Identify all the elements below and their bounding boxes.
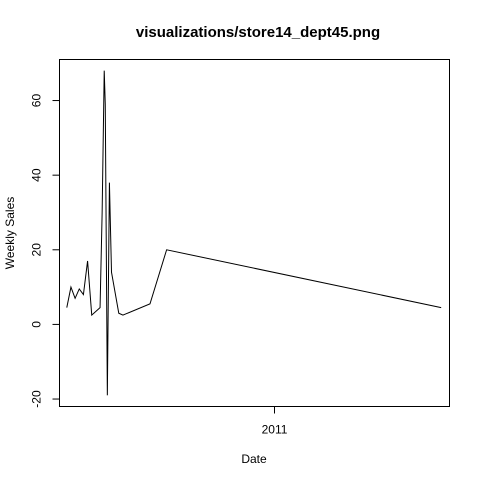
y-tick-label: -20 — [30, 390, 44, 408]
y-tick-label: 60 — [30, 94, 44, 108]
series-line — [66, 70, 442, 396]
x-axis-label: Date — [241, 452, 267, 466]
y-axis: -20 0 20 40 60 — [30, 94, 60, 408]
y-tick-label: 40 — [30, 168, 44, 182]
x-tick-label: 2011 — [262, 423, 288, 437]
plot-frame — [59, 59, 450, 407]
y-tick-label: 20 — [30, 243, 44, 257]
y-tick-label: 0 — [30, 321, 44, 328]
chart-title: visualizations/store14_dept45.png — [136, 24, 380, 41]
y-axis-label: Weekly Sales — [3, 197, 17, 269]
series-layer — [66, 70, 442, 396]
x-axis: 2011 — [262, 406, 288, 437]
